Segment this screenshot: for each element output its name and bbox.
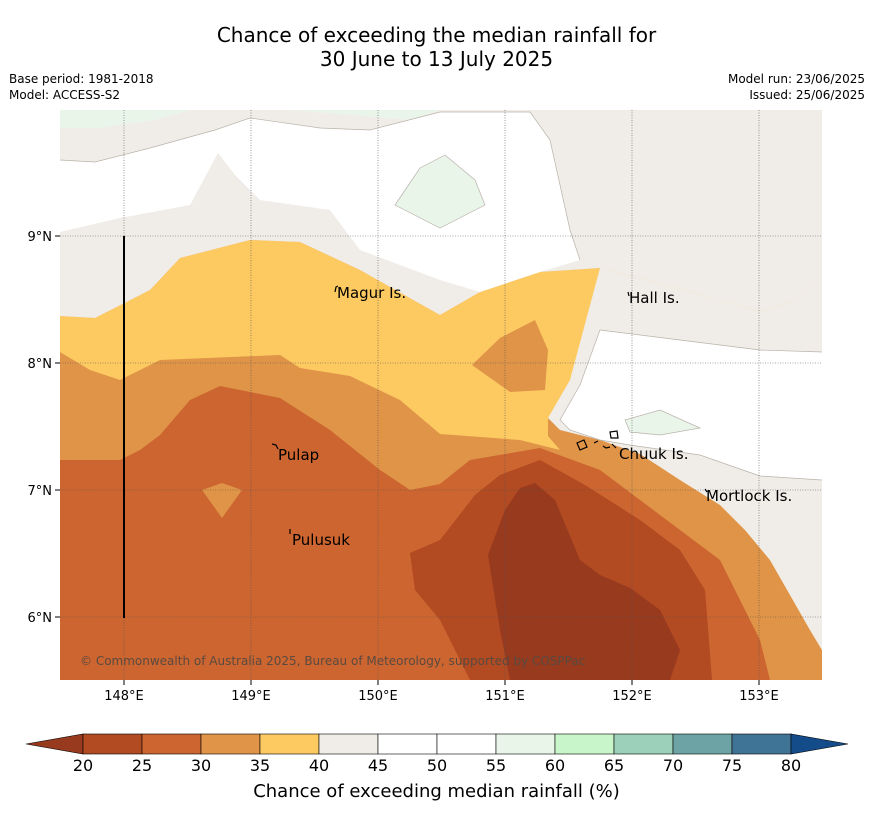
colorbar-title: Chance of exceeding median rainfall (%) xyxy=(253,781,620,802)
colorbar-tick-label: 30 xyxy=(190,756,212,775)
colorbar-segment xyxy=(141,733,202,755)
island-chuuk-d xyxy=(602,445,611,449)
colorbar-segment xyxy=(672,733,733,755)
colorbar-tick-label: 45 xyxy=(367,756,389,775)
model-name: Model: ACCESS-S2 xyxy=(9,88,121,102)
colorbar-tick-label: 25 xyxy=(131,756,153,775)
colorbar xyxy=(25,733,849,755)
colorbar-segment xyxy=(200,733,261,755)
copyright-notice: © Commonwealth of Australia 2025, Bureau… xyxy=(80,654,586,668)
island-chuuk-a xyxy=(576,439,588,451)
lon-tick-148: 148°E xyxy=(104,689,144,704)
colorbar-tick-label: 80 xyxy=(780,756,802,775)
meta-left: Base period: 1981-2018 Model: ACCESS-S2 xyxy=(9,71,154,103)
colorbar-tick-label: 35 xyxy=(249,756,271,775)
lat-tick-7n: 7°N xyxy=(28,484,53,499)
lat-tick-6n: 6°N xyxy=(28,611,53,626)
lat-tick-8n: 8°N xyxy=(28,357,53,372)
colorbar-segment xyxy=(259,733,320,755)
colorbar-tick-label: 75 xyxy=(721,756,743,775)
island-pulap xyxy=(271,443,279,450)
region-30-35-diamond xyxy=(202,483,242,518)
colorbar-tick-label: 50 xyxy=(426,756,448,775)
issued-date: Issued: 25/06/2025 xyxy=(749,88,865,102)
colorbar-segment xyxy=(377,733,438,755)
island-chuuk-b xyxy=(609,430,619,439)
rainfall-map: Magur Is. Hall Is. Pulap Chuuk Is. Mortl… xyxy=(60,110,822,680)
map-title-line2: 30 June to 13 July 2025 xyxy=(319,47,554,71)
colorbar-segment xyxy=(318,733,379,755)
colorbar-tick-label: 70 xyxy=(662,756,684,775)
place-label-mortlock: Mortlock Is. xyxy=(706,487,792,505)
colorbar-tick-label: 20 xyxy=(72,756,94,775)
region-45-55-east xyxy=(560,330,822,480)
map-title-line1: Chance of exceeding the median rainfall … xyxy=(216,23,657,47)
contour-lines xyxy=(60,111,822,481)
region-55-60-c xyxy=(60,110,190,128)
colorbar-under-arrow xyxy=(25,733,84,755)
place-label-hall: Hall Is. xyxy=(629,289,680,307)
meta-right: Model run: 23/06/2025 Issued: 25/06/2025 xyxy=(728,71,865,103)
island-chuuk-c xyxy=(593,440,599,444)
colorbar-tick-label: 40 xyxy=(308,756,330,775)
island-chuuk-e xyxy=(611,443,617,449)
colorbar-segment xyxy=(436,733,497,755)
lat-tick-9n: 9°N xyxy=(28,230,53,245)
lon-tick-150: 150°E xyxy=(358,689,398,704)
colorbar-segment xyxy=(495,733,556,755)
colorbar-over-arrow xyxy=(790,733,849,755)
colorbar-tick-label: 55 xyxy=(485,756,507,775)
region-45-55-north xyxy=(60,112,580,292)
island-magur xyxy=(334,285,339,293)
place-label-chuuk: Chuuk Is. xyxy=(619,445,688,463)
base-period: Base period: 1981-2018 xyxy=(9,72,154,86)
colorbar-segment xyxy=(554,733,615,755)
place-label-pulap: Pulap xyxy=(278,446,319,464)
colorbar-tick-label: 60 xyxy=(544,756,566,775)
colorbar-tick-label: 65 xyxy=(603,756,625,775)
lon-tick-149: 149°E xyxy=(231,689,271,704)
island-marks xyxy=(271,285,708,534)
place-label-magur: Magur Is. xyxy=(337,284,406,302)
axis-tick-marks xyxy=(55,235,760,685)
region-55-60-b xyxy=(625,410,700,435)
region-55-60-d xyxy=(290,110,440,120)
region-30-35-blob xyxy=(472,320,548,392)
colorbar-segment xyxy=(731,733,792,755)
lon-tick-152: 152°E xyxy=(612,689,652,704)
colorbar-segment xyxy=(613,733,674,755)
lon-tick-151: 151°E xyxy=(485,689,525,704)
colorbar-segment xyxy=(82,733,143,755)
region-55-60-a xyxy=(395,155,485,228)
place-label-pulusuk: Pulusuk xyxy=(292,531,350,549)
axis-labels: 148°E 149°E 150°E 151°E 152°E 153°E 9°N … xyxy=(28,230,779,704)
island-hall xyxy=(627,291,630,297)
lon-tick-153: 153°E xyxy=(739,689,779,704)
island-mortlock xyxy=(704,488,708,493)
gridlines xyxy=(60,110,822,680)
model-run: Model run: 23/06/2025 xyxy=(727,72,865,86)
